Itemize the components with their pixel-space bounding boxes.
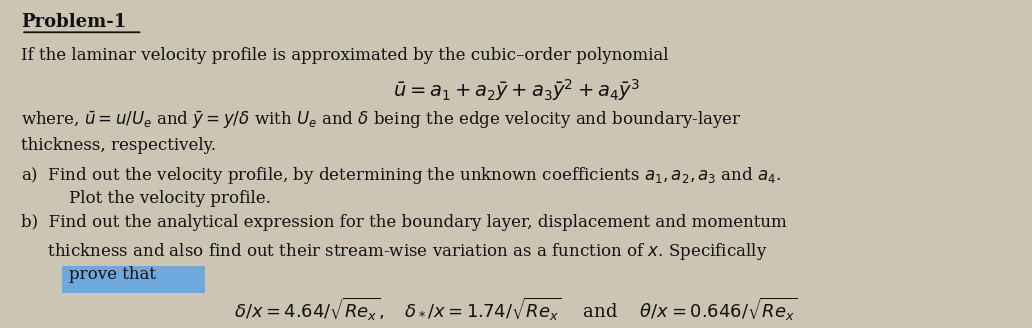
Text: a)  Find out the velocity profile, by determining the unknown coefficients $a_1,: a) Find out the velocity profile, by det… xyxy=(22,165,781,186)
FancyBboxPatch shape xyxy=(62,266,205,293)
Text: b)  Find out the analytical expression for the boundary layer, displacement and : b) Find out the analytical expression fo… xyxy=(22,214,787,231)
Text: Problem-1: Problem-1 xyxy=(22,13,127,31)
Text: Plot the velocity profile.: Plot the velocity profile. xyxy=(69,191,271,207)
Text: prove that: prove that xyxy=(69,266,157,283)
Text: $\delta/x = 4.64/\sqrt{Re_x},\quad \delta_*/x = 1.74/\sqrt{Re_x}\quad$ and $\qua: $\delta/x = 4.64/\sqrt{Re_x},\quad \delt… xyxy=(234,296,798,323)
Text: If the laminar velocity profile is approximated by the cubic–order polynomial: If the laminar velocity profile is appro… xyxy=(22,47,669,64)
Text: thickness and also find out their stream-wise variation as a function of $x$. Sp: thickness and also find out their stream… xyxy=(22,241,768,262)
Text: thickness, respectively.: thickness, respectively. xyxy=(22,137,217,154)
Text: where, $\bar{u} = u/U_e$ and $\bar{y} = y/\delta$ with $U_e$ and $\delta$ being : where, $\bar{u} = u/U_e$ and $\bar{y} = … xyxy=(22,110,742,131)
Text: $\bar{u} = a_1 + a_2\bar{y} + a_3\bar{y}^2 + a_4\bar{y}^3$: $\bar{u} = a_1 + a_2\bar{y} + a_3\bar{y}… xyxy=(393,77,639,103)
